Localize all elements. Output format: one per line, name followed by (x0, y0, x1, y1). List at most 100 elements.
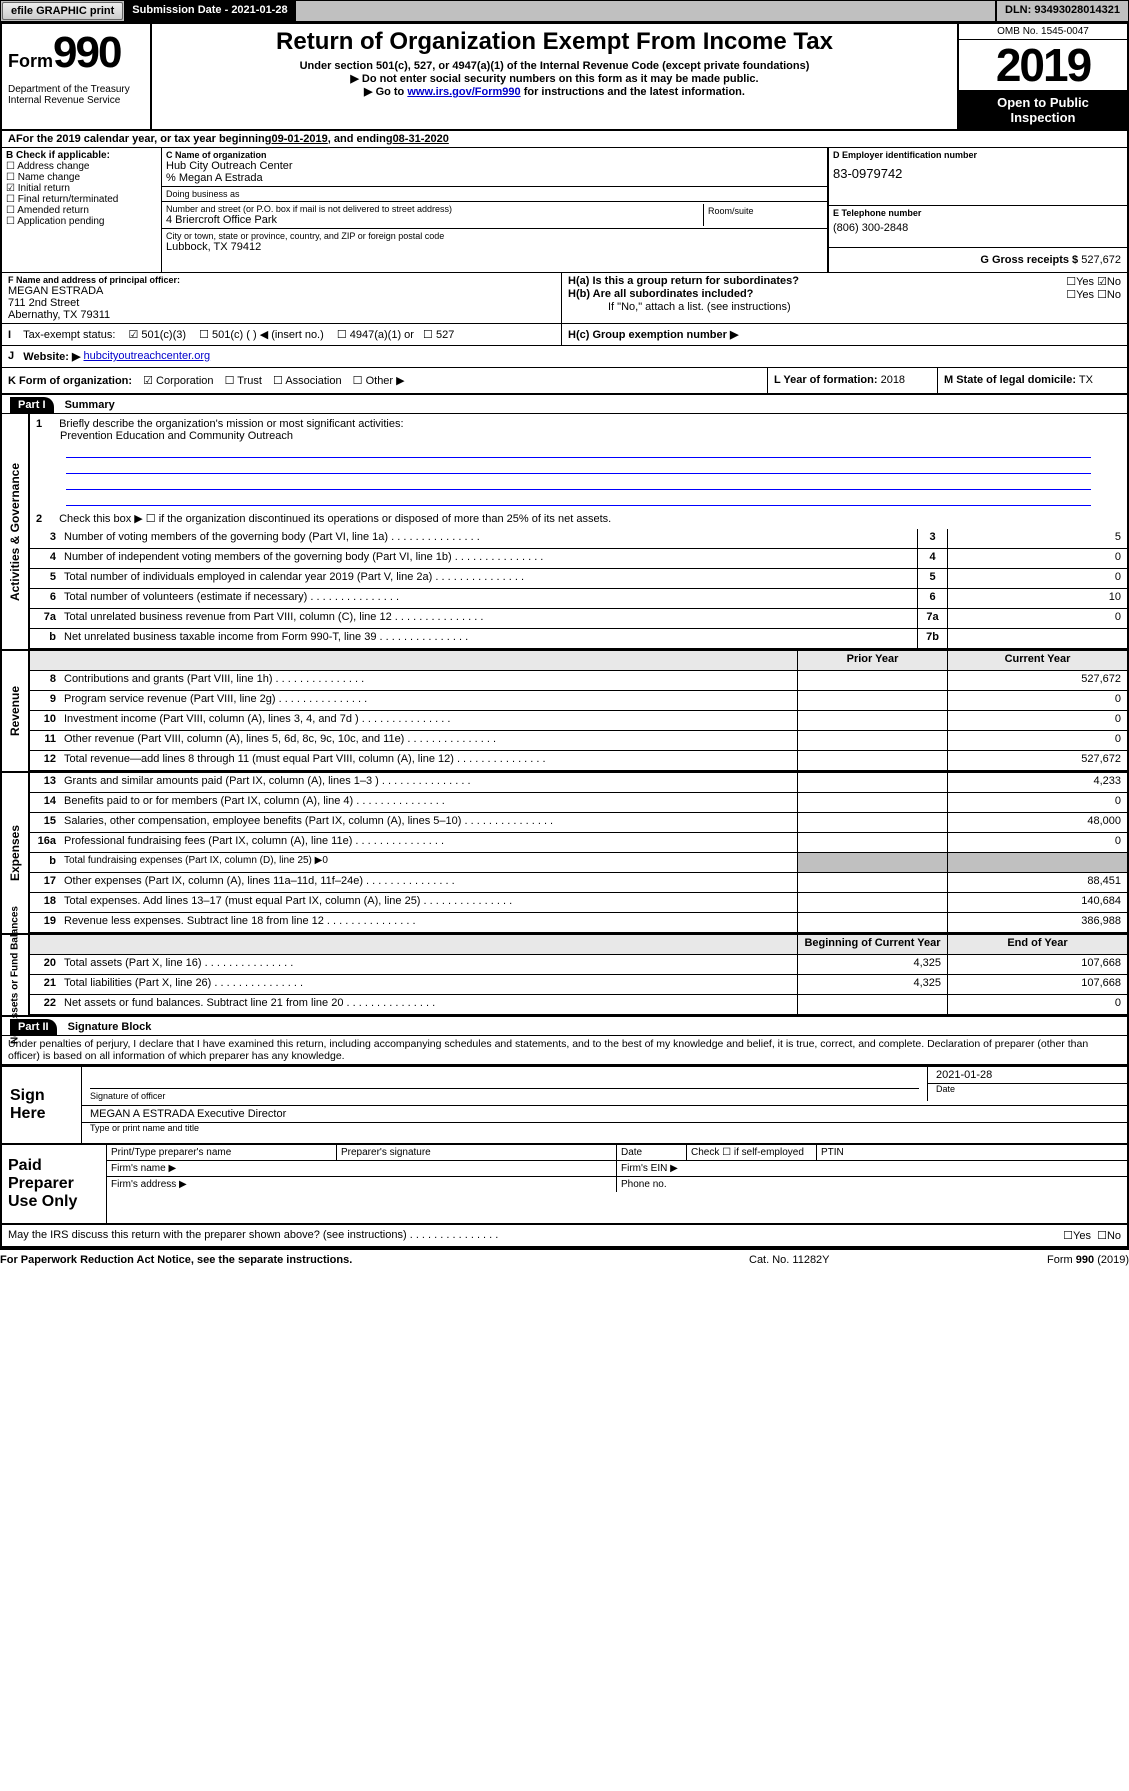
block-f-h: F Name and address of principal officer:… (2, 273, 1127, 324)
k-assoc-label: Association (285, 375, 341, 387)
c-city: Lubbock, TX 79412 (166, 241, 823, 253)
k-other-label: Other ▶ (366, 375, 405, 387)
page-footer: For Paperwork Reduction Act Notice, see … (0, 1250, 1129, 1270)
row-num: 9 (30, 691, 60, 710)
prep-row2: Firm's name ▶ Firm's EIN ▶ (107, 1161, 1127, 1177)
prep-self-emp[interactable]: Check ☐ if self-employed (687, 1145, 817, 1160)
ha-row: H(a) Is this a group return for subordin… (568, 275, 1121, 288)
row-prior (797, 751, 947, 770)
b-app-pending[interactable]: ☐ Application pending (6, 216, 157, 227)
header-center: Return of Organization Exempt From Incom… (152, 24, 957, 129)
c-street-block: Number and street (or P.O. box if mail i… (162, 202, 827, 229)
efile-print-button[interactable]: efile GRAPHIC print (2, 2, 123, 20)
row-curr (947, 853, 1127, 872)
f-name: MEGAN ESTRADA (8, 285, 555, 297)
row-num: 4 (30, 549, 60, 568)
website-link[interactable]: hubcityoutreachcenter.org (84, 350, 211, 363)
sub3-a: ▶ Go to (364, 86, 407, 98)
row-desc: Total liabilities (Part X, line 26) (60, 975, 797, 994)
c-room-label: Room/suite (708, 206, 819, 216)
prep-row3: Firm's address ▶ Phone no. (107, 1177, 1127, 1192)
sidelabel-rev-text: Revenue (8, 686, 22, 736)
gov-rows: 3Number of voting members of the governi… (30, 529, 1127, 649)
i-cx[interactable]: ☐ 501(c) ( ) ◀ (insert no.) (199, 329, 324, 341)
i-527[interactable]: ☐ 527 (423, 329, 454, 341)
q1-line2 (66, 460, 1091, 474)
header-right: OMB No. 1545-0047 2019 Open to Public In… (957, 24, 1127, 129)
b-name-change[interactable]: ☐ Name change (6, 172, 157, 183)
k-other[interactable]: ☐ Other ▶ (353, 375, 405, 387)
exp-row: 18Total expenses. Add lines 13–17 (must … (30, 893, 1127, 913)
hb-row: H(b) Are all subordinates included? ☐Yes… (568, 288, 1121, 301)
discuss-checks[interactable]: ☐Yes ☐No (1063, 1229, 1121, 1242)
end-year-hdr: End of Year (947, 935, 1127, 954)
i-cx-label: 501(c) ( ) ◀ (insert no.) (212, 329, 324, 341)
hb-checks[interactable]: ☐Yes ☐No (1066, 288, 1121, 301)
row-prior (797, 873, 947, 892)
gov-row: 5Total number of individuals employed in… (30, 569, 1127, 589)
row-desc: Program service revenue (Part VIII, line… (60, 691, 797, 710)
row-num: 3 (30, 529, 60, 548)
j-letter: J (8, 350, 23, 363)
i-tax-status: I Tax-exempt status: ☑ 501(c)(3) ☐ 501(c… (2, 324, 562, 345)
section-netassets: Net Assets or Fund Balances Beginning of… (2, 935, 1127, 1017)
row-desc: Grants and similar amounts paid (Part IX… (60, 773, 797, 792)
section-expenses: Expenses 13Grants and similar amounts pa… (2, 773, 1127, 935)
f-label: F Name and address of principal officer: (8, 275, 555, 285)
row-curr: 140,684 (947, 893, 1127, 912)
rev-row: 11Other revenue (Part VIII, column (A), … (30, 731, 1127, 751)
sig-name-title-label: Type or print name and title (82, 1123, 1127, 1133)
form-footer: Form 990 (2019) (949, 1254, 1129, 1266)
prep-row1: Print/Type preparer's name Preparer's si… (107, 1145, 1127, 1161)
a-text-a: For the 2019 calendar year, or tax year … (16, 133, 272, 145)
row-curr: 48,000 (947, 813, 1127, 832)
q1-block: 1 Briefly describe the organization's mi… (30, 414, 1127, 506)
sig-officer-col: Signature of officer (82, 1067, 927, 1101)
k-assoc[interactable]: ☐ Association (273, 375, 342, 387)
row-num: 11 (30, 731, 60, 750)
sign-content: Signature of officer 2021-01-28 Date MEG… (82, 1067, 1127, 1143)
g-value: 527,672 (1081, 254, 1121, 266)
d-value: 83-0979742 (833, 166, 1123, 181)
part1-header: Part I Summary (2, 395, 1127, 414)
exp-row: 14Benefits paid to or for members (Part … (30, 793, 1127, 813)
sidelabel-gov: Activities & Governance (2, 414, 30, 649)
row-curr: 0 (947, 833, 1127, 852)
q1-answer: Prevention Education and Community Outre… (60, 430, 1121, 442)
k-trust[interactable]: ☐ Trust (225, 375, 262, 387)
b-initial[interactable]: ☑ Initial return (6, 183, 157, 194)
b-addr-change[interactable]: ☐ Address change (6, 161, 157, 172)
c-room: Room/suite (703, 204, 823, 226)
sig-line[interactable] (90, 1069, 919, 1089)
exp-row: 19Revenue less expenses. Subtract line 1… (30, 913, 1127, 933)
row-num: b (30, 853, 60, 872)
b-final[interactable]: ☐ Final return/terminated (6, 194, 157, 205)
row-desc: Salaries, other compensation, employee b… (60, 813, 797, 832)
sidelabel-rev: Revenue (2, 651, 30, 771)
c-name-block: C Name of organization Hub City Outreach… (162, 148, 827, 187)
row-curr: 386,988 (947, 913, 1127, 932)
ha-checks[interactable]: ☐Yes ☑No (1066, 275, 1121, 288)
a-begin: 09-01-2019 (272, 133, 328, 145)
row-curr: 107,668 (947, 975, 1127, 994)
row-prior (797, 671, 947, 690)
row-val: 10 (947, 589, 1127, 608)
b-label: B Check if applicable: (6, 150, 157, 161)
prep-ptin: PTIN (817, 1145, 1127, 1160)
row-desc: Total revenue—add lines 8 through 11 (mu… (60, 751, 797, 770)
col-b-checkboxes: B Check if applicable: ☐ Address change … (2, 148, 162, 272)
c-street-inner: Number and street (or P.O. box if mail i… (166, 204, 703, 226)
sig-date-col: 2021-01-28 Date (927, 1067, 1127, 1101)
rev-rows: 8Contributions and grants (Part VIII, li… (30, 671, 1127, 771)
sig-date-label: Date (928, 1083, 1127, 1094)
b-amended[interactable]: ☐ Amended return (6, 205, 157, 216)
row-curr: 527,672 (947, 751, 1127, 770)
sidelabel-exp-text: Expenses (8, 825, 22, 881)
row-prior (797, 773, 947, 792)
k-corp[interactable]: ☑ Corporation (143, 375, 213, 387)
i-a1[interactable]: ☐ 4947(a)(1) or (337, 329, 414, 341)
i-527-label: 527 (436, 329, 454, 341)
i-c3[interactable]: ☑ 501(c)(3) (128, 329, 186, 341)
irs-link[interactable]: www.irs.gov/Form990 (407, 86, 520, 98)
sig-name-title: MEGAN A ESTRADA Executive Director (82, 1106, 1127, 1123)
